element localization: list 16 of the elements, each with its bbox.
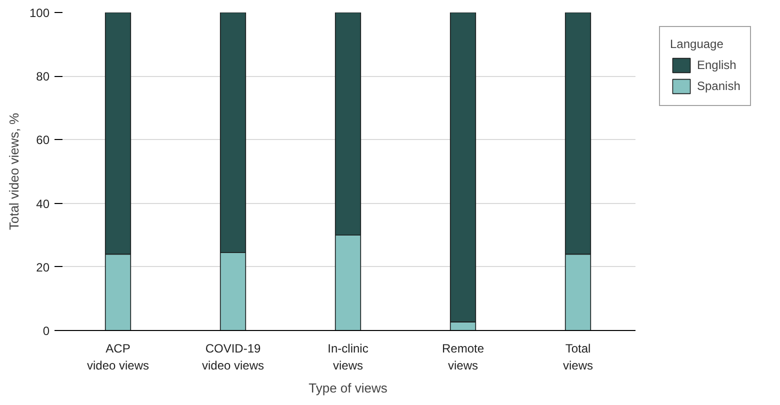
- legend-label: Spanish: [697, 79, 740, 93]
- y-tick-label: 40: [36, 196, 50, 211]
- x-tick-label: Total views: [562, 342, 594, 372]
- x-tick-label: In-clinic views: [328, 342, 368, 372]
- y-tick-label: 100: [29, 6, 50, 20]
- legend-title: Language: [670, 37, 724, 51]
- x-tick-label: Remote views: [442, 342, 484, 372]
- legend-label: English: [697, 58, 736, 72]
- y-tick-label: 0: [42, 324, 50, 338]
- y-axis-title: Total video views, %: [6, 112, 22, 230]
- y-tick-label: 20: [36, 260, 50, 274]
- x-tick-label: ACP video views: [86, 342, 150, 372]
- y-tick-label: 60: [36, 133, 50, 148]
- x-axis-title: Type of views: [308, 380, 388, 396]
- y-tick-label: 80: [36, 70, 50, 84]
- x-tick-label: COVID-19 video views: [202, 342, 264, 372]
